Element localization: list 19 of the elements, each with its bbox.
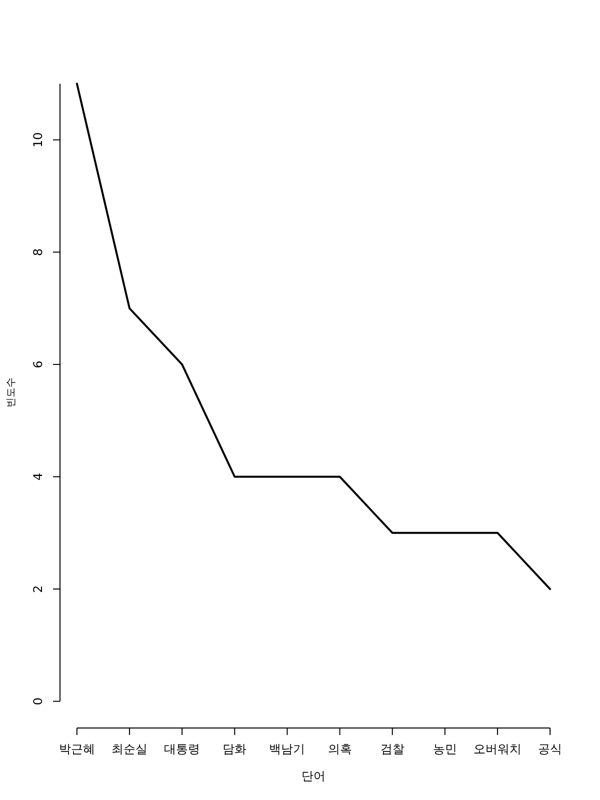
x-tick-label: 대통령 — [164, 742, 200, 756]
x-tick-label: 오버워치 — [474, 742, 522, 756]
y-tick-label: 8 — [31, 248, 45, 256]
y-tick-label: 6 — [31, 360, 45, 368]
x-tick-label: 담화 — [222, 742, 247, 756]
x-tick-label: 박근혜 — [58, 742, 95, 756]
x-tick-label: 백남기 — [269, 742, 306, 756]
y-tick-label: 2 — [31, 585, 45, 593]
line-series — [76, 82, 552, 590]
x-tick-label: 공식 — [538, 742, 562, 756]
x-axis-title: 단어 — [302, 769, 326, 783]
y-tick-label: 4 — [31, 472, 45, 481]
x-tick-label: 검찰 — [380, 742, 404, 756]
x-tick-label: 의혹 — [328, 742, 352, 756]
y-axis-title: 빈도수 — [6, 378, 17, 408]
y-tick-label: 0 — [31, 697, 45, 706]
y-tick-label: 10 — [31, 132, 45, 148]
x-tick-label: 최순실 — [112, 742, 148, 756]
x-tick-label: 농민 — [432, 742, 457, 756]
